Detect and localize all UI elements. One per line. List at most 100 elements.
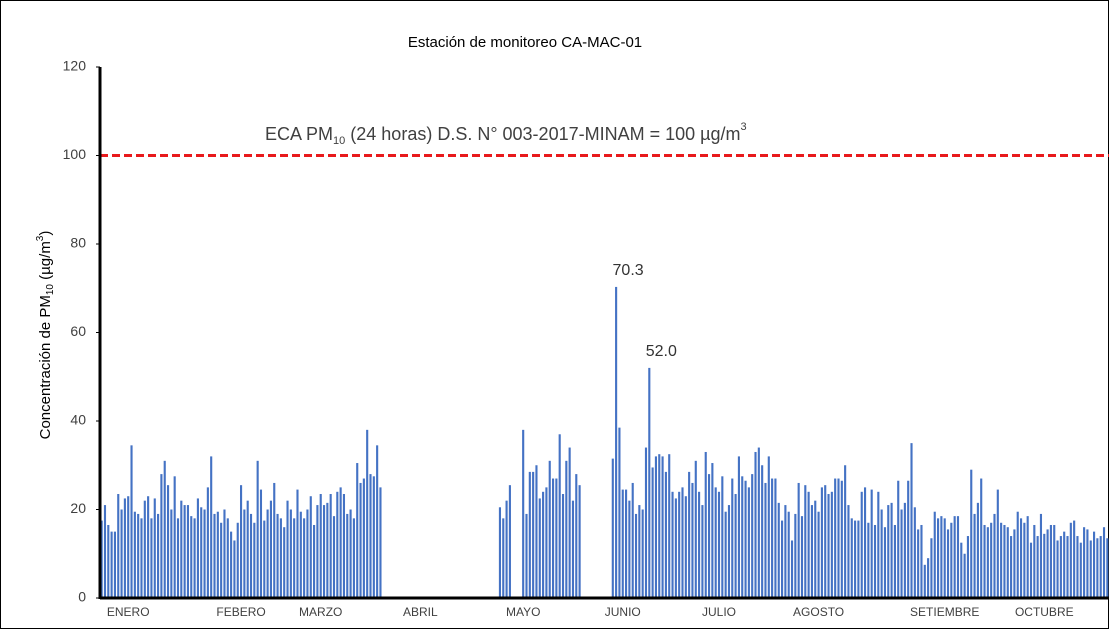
bar bbox=[625, 489, 628, 598]
bar bbox=[674, 498, 677, 598]
bar bbox=[276, 513, 279, 598]
bar bbox=[870, 489, 873, 598]
bar bbox=[960, 542, 963, 598]
bar bbox=[1043, 533, 1046, 598]
bar bbox=[966, 536, 970, 598]
bar bbox=[927, 558, 930, 598]
bar bbox=[147, 496, 150, 598]
bar bbox=[306, 509, 309, 598]
bar bbox=[777, 502, 780, 598]
bar bbox=[220, 522, 223, 598]
bar bbox=[671, 491, 674, 598]
bar bbox=[767, 456, 770, 598]
bar bbox=[847, 505, 850, 598]
bar bbox=[266, 509, 269, 598]
bar bbox=[120, 509, 123, 598]
bar bbox=[953, 516, 956, 598]
bar bbox=[1076, 536, 1079, 598]
x-tick-label: MARZO bbox=[299, 605, 342, 619]
y-tick-label: 100 bbox=[63, 146, 87, 162]
bar bbox=[983, 524, 986, 598]
bar bbox=[133, 511, 136, 598]
bar bbox=[103, 505, 107, 598]
bar bbox=[190, 516, 193, 598]
bar bbox=[1006, 527, 1009, 598]
bar bbox=[887, 505, 890, 598]
bar bbox=[293, 518, 296, 598]
bar bbox=[1010, 536, 1013, 598]
bar bbox=[628, 500, 631, 598]
bar bbox=[824, 485, 827, 598]
bar bbox=[542, 491, 545, 598]
bar bbox=[362, 478, 365, 598]
bar bbox=[631, 482, 634, 598]
bar bbox=[342, 494, 346, 598]
bar bbox=[1046, 529, 1049, 598]
bar bbox=[747, 487, 750, 598]
ref-label-sub: 10 bbox=[333, 135, 345, 147]
bar bbox=[681, 487, 684, 598]
bar bbox=[176, 518, 180, 598]
bar bbox=[263, 520, 266, 598]
bar bbox=[996, 489, 999, 598]
bar bbox=[359, 482, 362, 598]
x-tick-label: JUNIO bbox=[605, 605, 641, 619]
bar bbox=[817, 511, 820, 598]
bar bbox=[1056, 540, 1059, 598]
y-tick-label: 40 bbox=[70, 412, 86, 428]
y-tick-label: 120 bbox=[63, 58, 87, 74]
ref-label-part: ECA PM bbox=[265, 124, 333, 144]
x-tick-label: JULIO bbox=[702, 605, 736, 619]
chart-title: Estación de monitoreo CA-MAC-01 bbox=[408, 34, 642, 51]
bar bbox=[130, 445, 133, 598]
bar bbox=[787, 511, 790, 598]
bar bbox=[940, 516, 943, 598]
bar bbox=[110, 531, 113, 598]
bar bbox=[970, 469, 973, 598]
bar bbox=[309, 496, 312, 598]
bar bbox=[731, 478, 734, 598]
bar bbox=[551, 478, 555, 598]
bar bbox=[714, 487, 717, 598]
bar bbox=[180, 500, 183, 598]
bar bbox=[1053, 524, 1056, 598]
y-tick-label: 0 bbox=[78, 589, 86, 605]
bar bbox=[369, 474, 372, 598]
bar bbox=[259, 489, 263, 598]
bar bbox=[538, 498, 541, 598]
bar bbox=[664, 471, 667, 598]
x-tick-label: OCTUBRE bbox=[1015, 605, 1074, 619]
bar bbox=[316, 505, 319, 598]
bar bbox=[349, 509, 352, 598]
bar bbox=[303, 518, 306, 598]
bar bbox=[143, 500, 146, 598]
bar bbox=[193, 518, 196, 598]
bar bbox=[751, 474, 754, 598]
bar bbox=[880, 509, 883, 598]
bar bbox=[243, 509, 246, 598]
bar bbox=[754, 451, 757, 598]
bar bbox=[326, 502, 329, 598]
bar bbox=[794, 513, 797, 598]
bar bbox=[289, 509, 292, 598]
bar bbox=[332, 516, 336, 598]
bar bbox=[1049, 524, 1052, 598]
bar bbox=[820, 487, 823, 598]
bar bbox=[641, 509, 644, 598]
bar bbox=[113, 531, 116, 598]
bar bbox=[200, 507, 203, 598]
ref-label-part: (24 horas) D.S. N° 003-2017-MINAM = 100 … bbox=[345, 124, 740, 144]
y-label-part: Concentración de PM bbox=[37, 295, 54, 439]
bar bbox=[986, 527, 989, 598]
bar bbox=[376, 445, 379, 598]
bar bbox=[860, 491, 863, 598]
data-label: 70.3 bbox=[613, 262, 644, 279]
bar bbox=[761, 465, 764, 598]
bar bbox=[1000, 522, 1003, 598]
bar bbox=[150, 518, 153, 598]
y-label-sub: 10 bbox=[45, 284, 56, 296]
bar bbox=[1069, 522, 1072, 598]
bar bbox=[946, 529, 950, 598]
bar bbox=[930, 538, 933, 598]
